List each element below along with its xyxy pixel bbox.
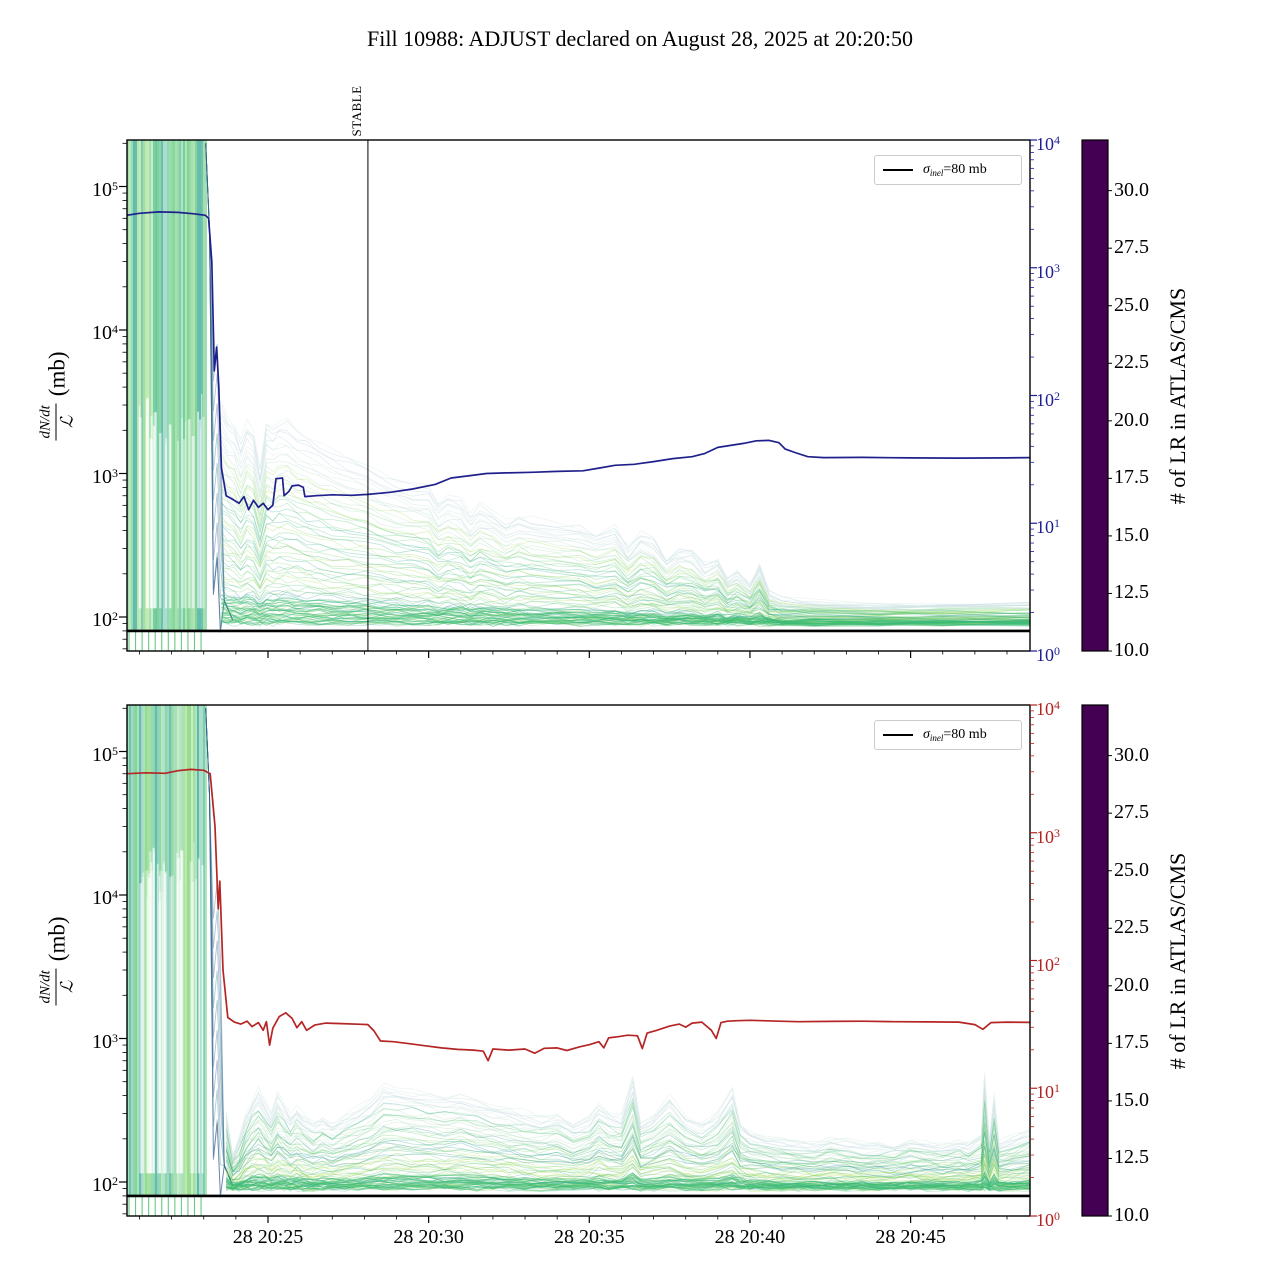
top-band <box>221 400 1030 627</box>
top-ticks <box>119 139 1112 658</box>
bottom-ticks <box>119 704 1112 1223</box>
bottom-main-line <box>127 768 1030 1062</box>
bottom-colorbar <box>1081 704 1109 1217</box>
top-injection-hatch <box>127 140 207 651</box>
bottom-plot-area <box>127 705 1030 1216</box>
bottom-injection-hatch <box>127 705 207 1216</box>
top-main-line <box>127 211 1030 511</box>
bottom-funnel-spike <box>205 708 234 1198</box>
top-colorbar <box>1081 139 1109 652</box>
bottom-band <box>225 1072 1030 1193</box>
top-plot-area <box>127 140 1030 651</box>
